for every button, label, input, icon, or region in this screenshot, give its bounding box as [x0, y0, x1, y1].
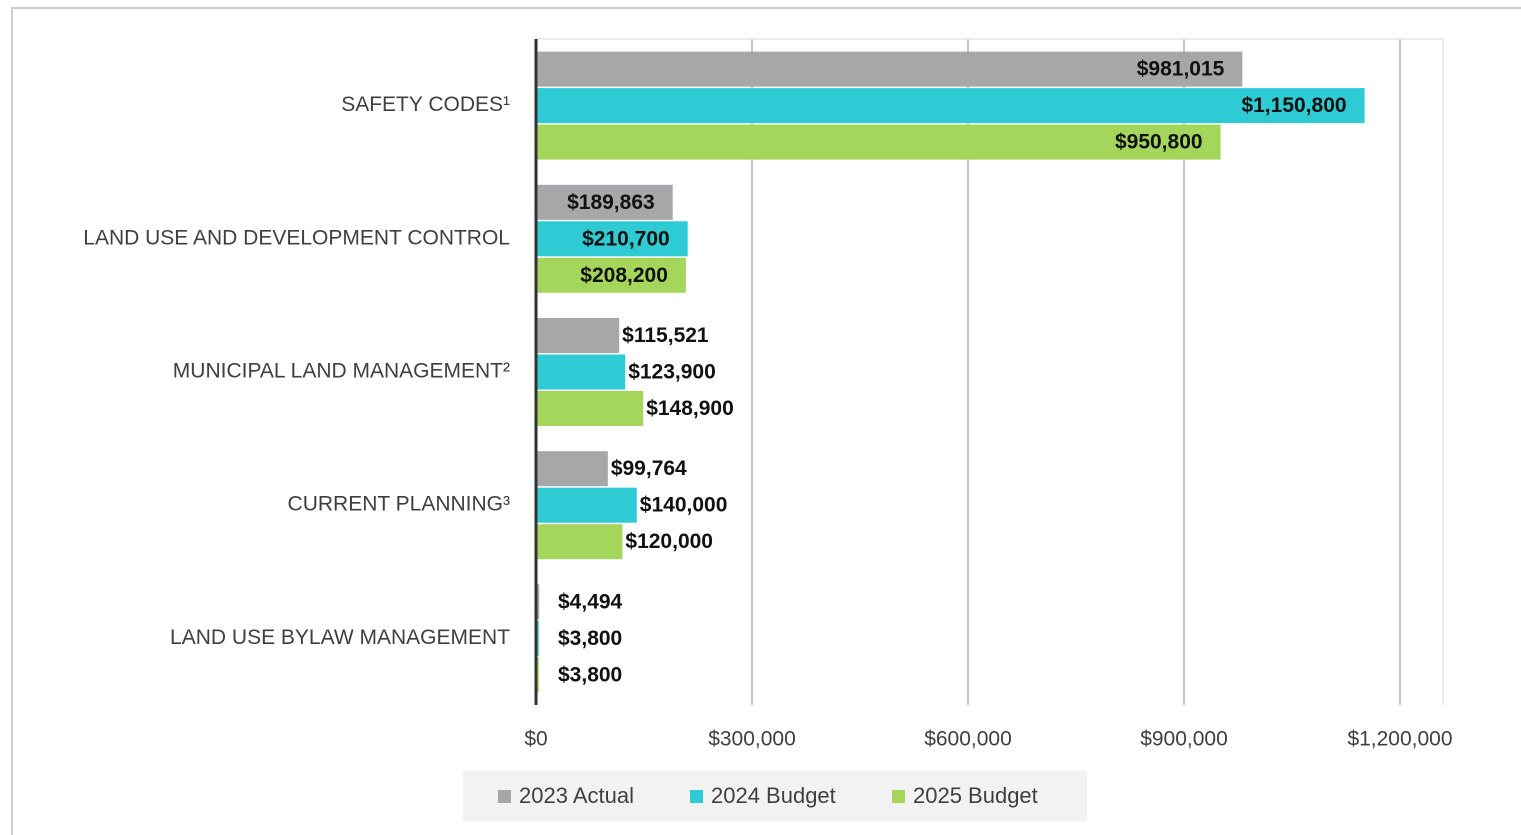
value-label: $210,700	[582, 227, 670, 250]
x-tick-label: $1,200,000	[1347, 728, 1452, 751]
value-label: $99,764	[611, 457, 687, 480]
value-label: $123,900	[628, 361, 716, 384]
value-label: $3,800	[558, 663, 622, 686]
value-label: $140,000	[640, 494, 728, 517]
bar	[536, 257, 686, 293]
value-label: $1,150,800	[1241, 94, 1346, 117]
legend-label: 2025 Budget	[913, 783, 1038, 808]
legend-swatch	[498, 790, 511, 803]
x-tick-label: $600,000	[924, 728, 1012, 751]
value-label: $148,900	[646, 397, 734, 420]
bar	[536, 354, 626, 390]
bar	[536, 221, 688, 257]
legend-swatch	[892, 790, 905, 803]
legend-box	[463, 771, 1087, 821]
legend-label: 2024 Budget	[711, 783, 836, 808]
bar	[536, 391, 644, 426]
bar	[536, 487, 637, 523]
bar	[536, 584, 540, 620]
bar	[536, 124, 1221, 160]
category-label: MUNICIPAL LAND MANAGEMENT²	[173, 360, 510, 383]
category-label: CURRENT PLANNING³	[288, 493, 510, 516]
bar	[536, 318, 620, 353]
value-label: $120,000	[625, 530, 713, 553]
bar	[536, 184, 673, 220]
bar	[536, 88, 1365, 124]
value-label: $3,800	[558, 627, 622, 650]
bar	[536, 524, 623, 560]
category-label: SAFETY CODES¹	[341, 93, 510, 116]
legend-swatch	[690, 790, 703, 803]
value-label: $208,200	[580, 264, 668, 287]
value-label: $981,015	[1137, 58, 1225, 81]
x-tick-label: $900,000	[1140, 728, 1228, 751]
value-label: $189,863	[567, 191, 655, 214]
x-tick-label: $300,000	[708, 728, 796, 751]
value-label: $115,521	[622, 324, 709, 347]
value-label: $950,800	[1115, 131, 1203, 154]
legend-label: 2023 Actual	[519, 783, 634, 808]
value-label: $4,494	[558, 590, 623, 613]
category-label: LAND USE AND DEVELOPMENT CONTROL	[83, 226, 510, 249]
bar	[536, 51, 1243, 87]
frame	[11, 7, 1521, 835]
category-label: LAND USE BYLAW MANAGEMENT	[170, 626, 510, 649]
bar	[536, 451, 608, 487]
x-tick-label: $0	[524, 728, 547, 751]
